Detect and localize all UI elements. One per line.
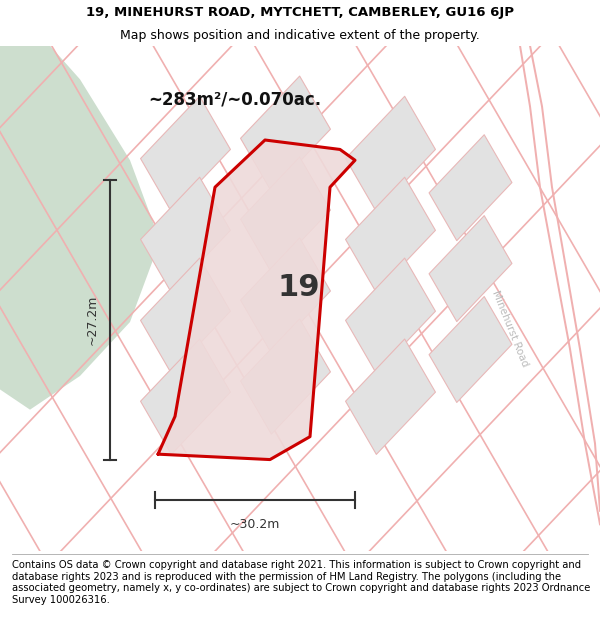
Text: ~27.2m: ~27.2m <box>86 295 98 345</box>
Polygon shape <box>158 140 355 459</box>
Text: ~283m²/~0.070ac.: ~283m²/~0.070ac. <box>148 91 322 109</box>
Text: Minehurst Road: Minehurst Road <box>490 289 530 368</box>
Text: 19, MINEHURST ROAD, MYTCHETT, CAMBERLEY, GU16 6JP: 19, MINEHURST ROAD, MYTCHETT, CAMBERLEY,… <box>86 6 514 19</box>
Text: Map shows position and indicative extent of the property.: Map shows position and indicative extent… <box>120 29 480 42</box>
Text: Contains OS data © Crown copyright and database right 2021. This information is : Contains OS data © Crown copyright and d… <box>12 560 590 605</box>
Text: 19: 19 <box>277 273 320 302</box>
Text: ~30.2m: ~30.2m <box>230 518 280 531</box>
